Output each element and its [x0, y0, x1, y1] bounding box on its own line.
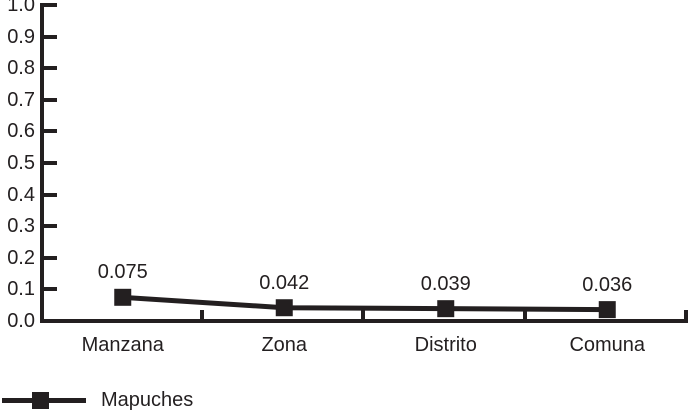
y-axis-tick: [44, 319, 57, 323]
y-axis-tick-label: 0.2: [7, 246, 35, 269]
y-axis-tick: [44, 161, 57, 165]
y-axis-tick: [44, 255, 57, 260]
data-point-label: 0.075: [97, 261, 148, 284]
y-axis-tick-label: 0.5: [7, 152, 35, 174]
legend-square-marker-icon: [32, 392, 49, 409]
x-axis-category-label: Comuna: [569, 334, 646, 356]
legend: Mapuches: [2, 388, 193, 413]
y-axis-tick-label: 0.7: [7, 88, 35, 111]
legend-series-marker: [2, 388, 86, 413]
x-axis-tick: [199, 310, 204, 319]
x-axis-tick: [684, 310, 688, 319]
y-axis-tick: [44, 224, 57, 229]
x-axis-category-label: Zona: [261, 334, 308, 356]
y-axis-tick-label: 1.0: [7, 0, 35, 16]
data-point-marker: [598, 301, 616, 319]
data-point-marker: [275, 299, 293, 317]
x-axis-line: [40, 319, 688, 323]
y-axis-tick: [44, 34, 57, 39]
y-axis-tick-label: 0.9: [7, 25, 35, 48]
legend-label: Mapuches: [101, 389, 194, 411]
y-axis-tick: [44, 3, 57, 7]
data-point-label: 0.036: [582, 273, 633, 296]
data-point-label: 0.042: [259, 271, 310, 294]
y-axis-tick-label: 0.3: [7, 215, 35, 238]
data-point-marker: [114, 288, 132, 306]
x-axis-tick: [361, 310, 365, 319]
y-axis-tick-label: 0.6: [7, 120, 35, 143]
y-axis-tick: [44, 129, 57, 134]
x-axis-category-label: Manzana: [81, 334, 164, 356]
x-axis-category-label: Distrito: [414, 334, 477, 356]
data-point-label: 0.039: [420, 272, 471, 295]
y-axis-tick: [44, 287, 57, 292]
y-axis-tick-label: 0.0: [7, 310, 35, 332]
y-axis-line: [40, 3, 44, 323]
y-axis-tick: [44, 66, 57, 71]
y-axis-tick: [44, 192, 57, 197]
series-line: [122, 294, 608, 313]
y-axis-tick-label: 0.1: [7, 278, 35, 301]
y-axis-tick-label: 0.8: [7, 57, 35, 80]
y-axis-tick: [44, 97, 57, 102]
y-axis-tick-label: 0.4: [7, 183, 35, 206]
x-axis-tick: [522, 310, 527, 319]
data-point-marker: [437, 300, 455, 318]
